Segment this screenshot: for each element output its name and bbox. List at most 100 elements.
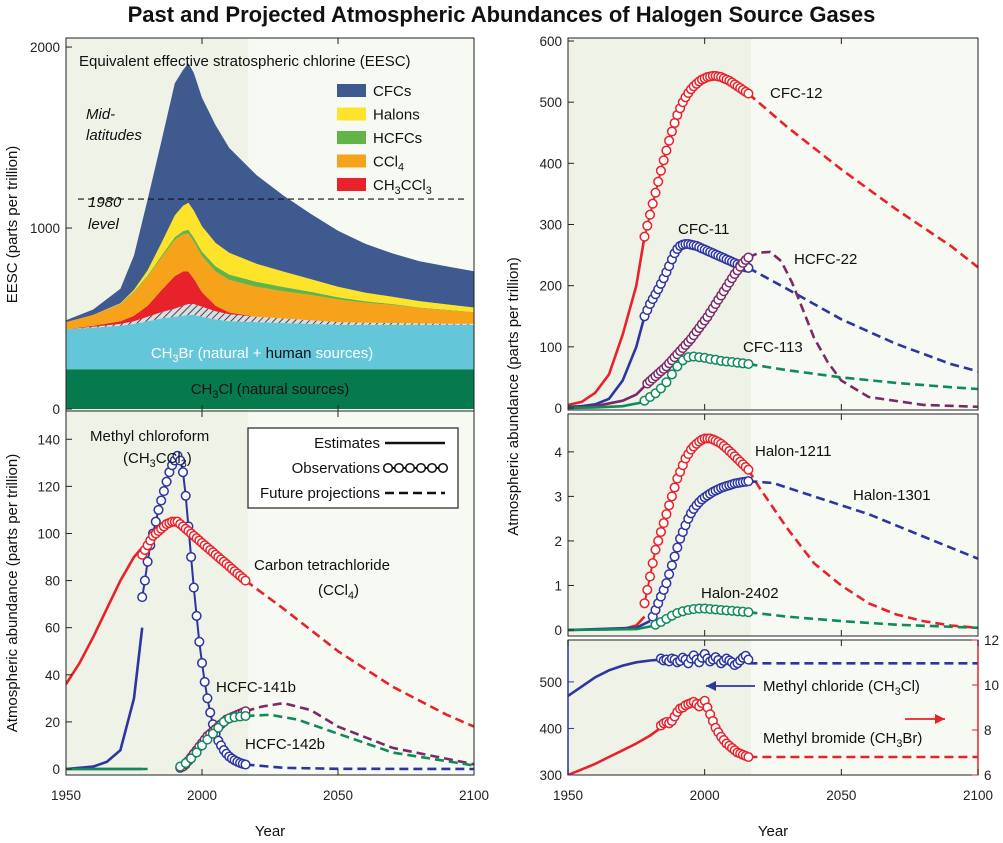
r1-cfc-12-obs-point — [666, 126, 677, 137]
l2-methyl-chloroform-ch3ccl3-obs-point — [175, 455, 186, 466]
mcf-formula-part: (CH — [123, 450, 150, 467]
l2-carbon-tetrachloride-ccl4-estimate — [66, 546, 144, 685]
r3-xtick-label-2000: 2000 — [690, 788, 720, 803]
l2-methyl-chloroform-ch3ccl3-obs-point — [153, 504, 164, 515]
l2-methyl-chloroform-ch3ccl3-obs-point — [191, 610, 202, 621]
eesc-area-halons — [66, 202, 474, 323]
ch3br-area-label-part: CH — [151, 345, 173, 362]
hcfc22-label: HCFC-22 — [794, 251, 857, 268]
eesc-legend-label-4-part: CH — [373, 177, 395, 194]
r3-methyl-bromide-ch3br-obs-point — [743, 751, 754, 763]
l2-lines — [66, 450, 474, 773]
l2-frame — [65, 410, 475, 776]
eesc-area-cfcs — [66, 63, 474, 323]
l2-hcfc-142b-projection — [245, 713, 474, 767]
l2-hcfc-142b-obs-point — [191, 747, 202, 758]
eesc-legend-label-0-part: CFCs — [373, 83, 411, 100]
r2-halon-1211-obs-point — [669, 482, 680, 493]
r1-cfc-12-obs-point — [661, 145, 672, 156]
legend-observations-marker — [393, 462, 405, 474]
l2-methyl-chloroform-ch3ccl3-obs-point — [194, 636, 205, 647]
mcf-formula: (CH3CCl3) — [123, 450, 192, 470]
r3-xtick-label-2050: 2050 — [826, 788, 856, 803]
methyl-chloride-label: Methyl chloride (CH3Cl) — [763, 678, 920, 698]
r2-halon-1301-obs-point — [661, 578, 672, 589]
r2-halon-1211-obs-point — [743, 464, 754, 475]
methyl-bromide-arrowhead — [935, 714, 945, 724]
ch3cl-area-label-part: CH — [191, 381, 213, 398]
methyl-bromide-label-part: Methyl bromide (CH — [763, 730, 896, 747]
r2-halon-1301-obs-point — [669, 551, 680, 562]
mcf-formula-part: 3 — [181, 458, 187, 470]
r2-halon-1301-obs-point — [666, 560, 677, 571]
eesc-legend-swatch-0 — [337, 84, 366, 97]
eesc-ylabel: EESC (parts per trillion) — [4, 146, 21, 304]
r3-xtick-label-2100: 2100 — [963, 788, 993, 803]
r3-methyl-chloride-ch3cl-obs-point — [743, 654, 754, 665]
cfc12-label: CFC-12 — [770, 85, 823, 102]
r1-cfc-12-obs-point — [653, 176, 664, 187]
r1-cfc-113-estimate — [568, 400, 645, 410]
methyl-bromide-label: Methyl bromide (CH3Br) — [763, 730, 922, 750]
eesc-legend-swatch-4 — [337, 178, 366, 191]
mcf-label: Methyl chloroform — [90, 428, 209, 445]
eesc-region-label-2: latitudes — [86, 127, 142, 144]
r1-lines — [568, 70, 978, 410]
future-shade-r2 — [751, 414, 978, 636]
r3-xlabel: Year — [758, 823, 788, 840]
ccl4-formula-part: (CCl — [318, 582, 348, 599]
eesc-region-label-1: Mid- — [86, 106, 115, 123]
ch3br-area-label-part: 3 — [172, 353, 178, 365]
hcfc141b-label: HCFC-141b — [216, 679, 296, 696]
l2-carbon-tetrachloride-ccl4-obs-point — [240, 575, 251, 586]
methyl-bromide-label-part: 3 — [896, 738, 902, 750]
r2-halon-1211-projection — [747, 469, 978, 630]
eesc-legend-label-1-part: Halons — [373, 107, 420, 124]
eesc-legend-label-4: CH3CCl3 — [373, 177, 432, 197]
line-style-legend: Estimates Observations Future projections — [247, 427, 459, 509]
r1-cfc-12-obs-point — [655, 165, 666, 176]
halon1211-label: Halon-1211 — [755, 443, 831, 460]
eesc-legend-swatch-1 — [337, 107, 366, 121]
mcf-formula-part: ) — [187, 450, 192, 467]
r2-halon-1211-obs-point — [639, 598, 650, 609]
r2-halon-1211-obs-point — [661, 509, 672, 520]
l2-methyl-chloroform-ch3ccl3-obs-point — [180, 490, 191, 501]
r2-halon-2402-projection — [748, 610, 978, 630]
r1-cfc-113-obs-point — [661, 377, 672, 388]
legend-observations-marker — [404, 462, 416, 474]
l2-ytick-label-20: 20 — [45, 715, 60, 730]
r1-hcfc-22-projection — [747, 250, 978, 409]
r2-ytick-label-2: 2 — [554, 534, 562, 549]
l2-ytick-label-0: 0 — [52, 762, 60, 777]
eesc-legend-label-3: CCl4 — [373, 154, 404, 174]
r2-halon-1211-obs-point — [658, 518, 669, 529]
r1-cfc-12-obs-point — [664, 135, 675, 146]
l2-methyl-chloroform-ch3ccl3-obs-point — [202, 693, 213, 704]
l2-methyl-chloroform-ch3ccl3-obs-point — [158, 486, 169, 497]
legend-observations-marker — [426, 462, 438, 474]
eesc-legend-label-2: HCFCs — [373, 130, 422, 147]
l2-ytick-label-120: 120 — [37, 479, 60, 494]
r1-cfc-12-obs-point — [743, 88, 754, 99]
r2-halon-1211-obs-point — [666, 491, 677, 502]
l2-xtick-label-1950: 1950 — [51, 788, 81, 803]
l2-methyl-chloroform-ch3ccl3-obs-point — [240, 759, 251, 770]
ch3br-area-label-part: Br (natural + — [179, 345, 266, 362]
r1-ytick-label-100: 100 — [539, 340, 562, 355]
r2-ytick-label-1: 1 — [554, 578, 562, 593]
eesc-title: Equivalent effective stratospheric chlor… — [79, 53, 411, 70]
r1-hcfc-22-obs-point — [743, 252, 754, 263]
r3-lines — [568, 648, 978, 775]
l2-xtick-label-2100: 2100 — [459, 788, 489, 803]
l2-methyl-chloroform-ch3ccl3-obs-point — [139, 575, 150, 586]
r3-xtick-label-1950: 1950 — [553, 788, 583, 803]
r2-halon-1211-obs-point — [647, 558, 658, 569]
eesc-area-ch3cl-natural-sources- — [66, 369, 474, 409]
r1-cfc-12-obs-point — [647, 198, 658, 209]
r2-halon-2402-obs-point — [743, 607, 754, 618]
r3-ytick-left-label-300: 300 — [539, 768, 562, 783]
l2-methyl-chloroform-ch3ccl3-obs-point — [205, 707, 216, 718]
eesc-area-ch3br-natural-human-sources- — [66, 314, 474, 370]
